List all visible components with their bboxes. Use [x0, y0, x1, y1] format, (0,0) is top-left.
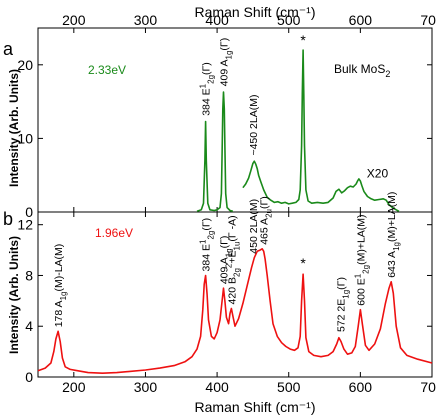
- peak-annotation: ~450 2LA(M): [248, 95, 260, 156]
- series-line-b-0: [37, 248, 433, 375]
- peak-annotation: 409 A1g(Γ): [219, 38, 234, 87]
- peak-annotation: 465 A2u(Γ): [259, 196, 274, 245]
- series-line-a-0: [196, 91, 234, 213]
- excitation-label-b: 1.96eV: [95, 226, 133, 240]
- peak-annotation: 643 A1g(M)+LA(M): [386, 192, 401, 278]
- panel-a-frame: [37, 27, 433, 213]
- x-tick-label: 500: [277, 379, 301, 395]
- x-tick-label: 200: [62, 379, 86, 395]
- peak-annotation: 572 2E1g(Γ): [335, 277, 350, 332]
- peak-annotation: 450 2LA(M): [248, 199, 260, 254]
- top-x-axis-title: Raman Shift (cm⁻¹): [195, 4, 316, 20]
- y-tick-label: 10: [17, 130, 33, 146]
- peak-annotation: 409 A1g(Γ): [219, 236, 234, 285]
- panel-b-frame: [37, 211, 433, 378]
- peak-annotation: 384 E12g(Γ): [199, 62, 216, 116]
- peak-annotation: 600 E12g(M)+LA(M): [353, 214, 370, 305]
- x-tick-label: 700: [420, 379, 436, 395]
- y-tick-label: 4: [25, 318, 33, 334]
- panel-b-y-axis-title: Intensity (Arb. Units): [7, 236, 21, 354]
- panel-a-y-axis-title: Intensity (Arb. Units): [7, 69, 21, 187]
- x-tick-label: 400: [205, 12, 229, 28]
- x-tick-label: 200: [62, 12, 86, 28]
- peak-annotation: X20: [367, 166, 389, 180]
- x-tick-label: 600: [349, 379, 373, 395]
- y-tick-label: 12: [17, 217, 33, 233]
- peak-annotation: *: [300, 32, 306, 48]
- peak-annotation: 178 A1g(M)-LA(M): [53, 244, 68, 328]
- series-line-a-1: [242, 49, 400, 213]
- x-tick-label: 600: [349, 12, 373, 28]
- excitation-label-a: 2.33eV: [88, 63, 126, 77]
- y-tick-label: 0: [25, 369, 33, 385]
- panel-b-letter: b: [3, 209, 13, 229]
- bottom-x-axis-title: Raman Shift (cm⁻¹): [195, 399, 316, 415]
- peak-annotation: 384 E12g(Γ): [199, 218, 216, 272]
- x-tick-label: 700: [420, 12, 436, 28]
- y-tick-label: 20: [17, 57, 33, 73]
- x-tick-label: 400: [205, 379, 229, 395]
- peak-annotation: *: [300, 255, 306, 271]
- sample-label: Bulk MoS2: [334, 62, 390, 79]
- x-tick-label: 500: [277, 12, 301, 28]
- y-tick-label: 0: [25, 204, 33, 220]
- peak-annotation: 420 B2g2+E1u(Γ -A): [224, 215, 241, 304]
- x-tick-label: 300: [134, 379, 158, 395]
- y-tick-label: 8: [25, 267, 33, 283]
- x-tick-label: 300: [134, 12, 158, 28]
- panel-a-letter: a: [3, 39, 14, 59]
